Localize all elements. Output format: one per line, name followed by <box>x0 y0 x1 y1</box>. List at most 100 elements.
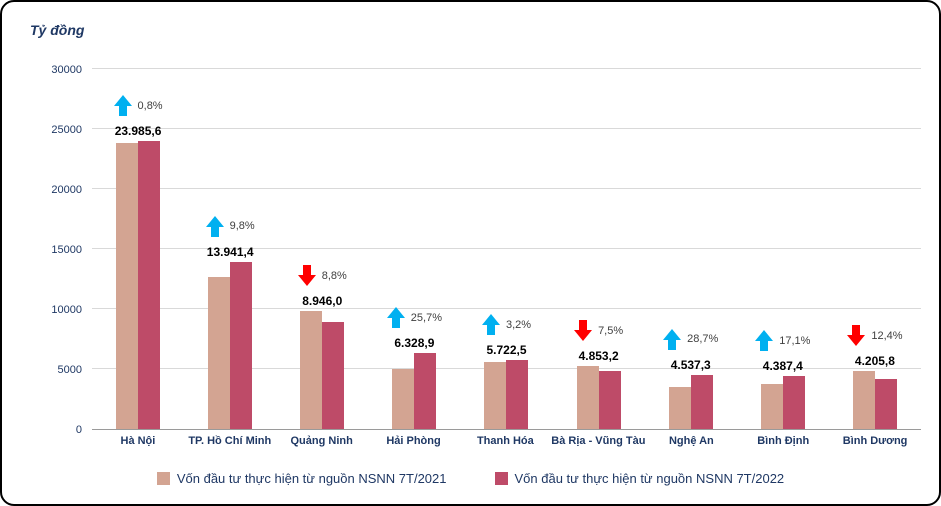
value-label: 5.722,5 <box>486 343 527 358</box>
up-arrow-icon <box>663 328 682 350</box>
x-category-label: Hà Nội <box>120 435 156 447</box>
bar-2022 <box>782 376 805 429</box>
y-tick-label: 0 <box>75 424 82 436</box>
down-arrow-icon <box>574 320 593 342</box>
arrow-stem <box>852 325 861 336</box>
bar-group: 3,2% 5.722,5 <box>460 70 552 429</box>
x-category-label: Bình Định <box>757 435 810 447</box>
arrow-head <box>205 215 224 227</box>
x-category-label: Bà Rịa - Vũng Tàu <box>551 435 646 447</box>
chart-area: 0 5000 10000 15000 20000 25000 30000 0,8% 23.98… <box>20 64 921 436</box>
legend-swatch-2022 <box>494 472 508 485</box>
change-indicator: 9,8% <box>205 215 255 237</box>
change-indicator: 0,8% <box>113 95 163 117</box>
change-percent: 28,7% <box>687 333 719 346</box>
bars <box>392 353 437 429</box>
x-category-label: Hải Phòng <box>386 435 441 447</box>
change-percent: 0,8% <box>137 99 163 112</box>
bar-2022 <box>138 141 161 429</box>
bar-2021 <box>760 384 783 429</box>
bar-group: 9,8% 13.941,4 <box>184 70 276 429</box>
arrow-stem <box>668 339 677 350</box>
change-percent: 8,8% <box>321 269 347 282</box>
bar-2022 <box>322 321 345 429</box>
gridline <box>92 68 921 69</box>
value-label: 13.941,4 <box>206 244 254 259</box>
arrow-head <box>386 307 405 319</box>
arrow-stem <box>760 341 769 352</box>
bars <box>484 360 529 429</box>
x-axis-labels: Hà Nội TP. Hồ Chí Minh Quảng Ninh Hải Phòng… <box>92 435 921 447</box>
bars <box>208 261 253 429</box>
bar-2022 <box>230 261 253 429</box>
bar-2022 <box>414 353 437 429</box>
bar-2021 <box>852 371 875 429</box>
value-label: 8.946,0 <box>302 294 343 309</box>
y-tick-label: 15000 <box>51 244 82 256</box>
x-category-label: Nghệ An <box>668 435 714 447</box>
arrow-stem <box>118 106 127 117</box>
arrow-head <box>297 275 316 287</box>
up-arrow-icon <box>481 314 500 336</box>
x-category-label: Bình Dương <box>842 435 908 447</box>
arrow-head <box>113 95 132 107</box>
change-percent: 17,1% <box>779 334 811 347</box>
gridline <box>92 128 921 129</box>
gridline <box>92 188 921 189</box>
change-percent: 25,7% <box>410 311 442 324</box>
bars <box>852 371 897 429</box>
gridline <box>92 248 921 249</box>
bar-2021 <box>668 386 691 429</box>
arrow-stem <box>210 226 219 237</box>
bar-2021 <box>484 362 507 429</box>
up-arrow-icon <box>755 330 774 352</box>
bar-2022 <box>598 370 621 429</box>
bar-2022 <box>506 360 529 429</box>
bar-group: 17,1% 4.387,4 <box>737 70 829 429</box>
arrow-stem <box>391 318 400 329</box>
arrow-head <box>847 335 866 347</box>
bars <box>300 311 345 429</box>
arrow-stem <box>302 265 311 276</box>
bar-group: 12,4% 4.205,8 <box>829 70 921 429</box>
y-tick-label: 30000 <box>51 64 82 76</box>
y-tick-label: 25000 <box>51 124 82 136</box>
bar-2021 <box>392 368 415 429</box>
x-category-label: Quảng Ninh <box>290 435 353 447</box>
arrow-stem <box>486 325 495 336</box>
up-arrow-icon <box>205 215 224 237</box>
arrow-stem <box>579 320 588 331</box>
bar-2021 <box>116 143 139 429</box>
gridline <box>92 308 921 309</box>
arrow-head <box>574 330 593 342</box>
legend-swatch-2021 <box>156 472 170 485</box>
bar-group: 8,8% 8.946,0 <box>276 70 368 429</box>
change-percent: 3,2% <box>505 318 532 331</box>
change-percent: 9,8% <box>229 220 255 233</box>
value-label: 4.853,2 <box>578 349 619 364</box>
x-category-label: Thanh Hóa <box>476 435 534 447</box>
legend: Vốn đầu tư thực hiện từ nguồn NSNN 7T/20… <box>20 471 921 486</box>
y-axis: 0 5000 10000 15000 20000 25000 30000 <box>20 64 92 436</box>
bars <box>668 374 713 429</box>
bar-group: 7,5% 4.853,2 <box>553 70 645 429</box>
y-axis-unit-label: Tỷ đồng <box>30 22 85 38</box>
bar-group: 25,7% 6.328,9 <box>368 70 460 429</box>
change-indicator: 17,1% <box>755 330 811 352</box>
bar-group: 28,7% 4.537,3 <box>645 70 737 429</box>
value-label: 4.387,4 <box>762 359 803 374</box>
arrow-head <box>755 330 774 342</box>
bars <box>116 141 161 429</box>
legend-label-2022: Vốn đầu tư thực hiện từ nguồn NSNN 7T/20… <box>514 471 785 486</box>
plot-area: 0,8% 23.985,6 9,8% 13.941,4 8,8% 8.946,0 25,7%… <box>92 68 921 430</box>
bar-2021 <box>300 311 323 429</box>
y-tick-label: 20000 <box>51 184 82 196</box>
legend-item-2021: Vốn đầu tư thực hiện từ nguồn NSNN 7T/20… <box>156 471 447 486</box>
change-indicator: 25,7% <box>386 307 442 329</box>
value-label: 23.985,6 <box>114 124 162 139</box>
arrow-head <box>663 328 682 340</box>
change-indicator: 3,2% <box>481 314 532 336</box>
change-percent: 7,5% <box>598 324 624 337</box>
bars <box>760 376 805 429</box>
